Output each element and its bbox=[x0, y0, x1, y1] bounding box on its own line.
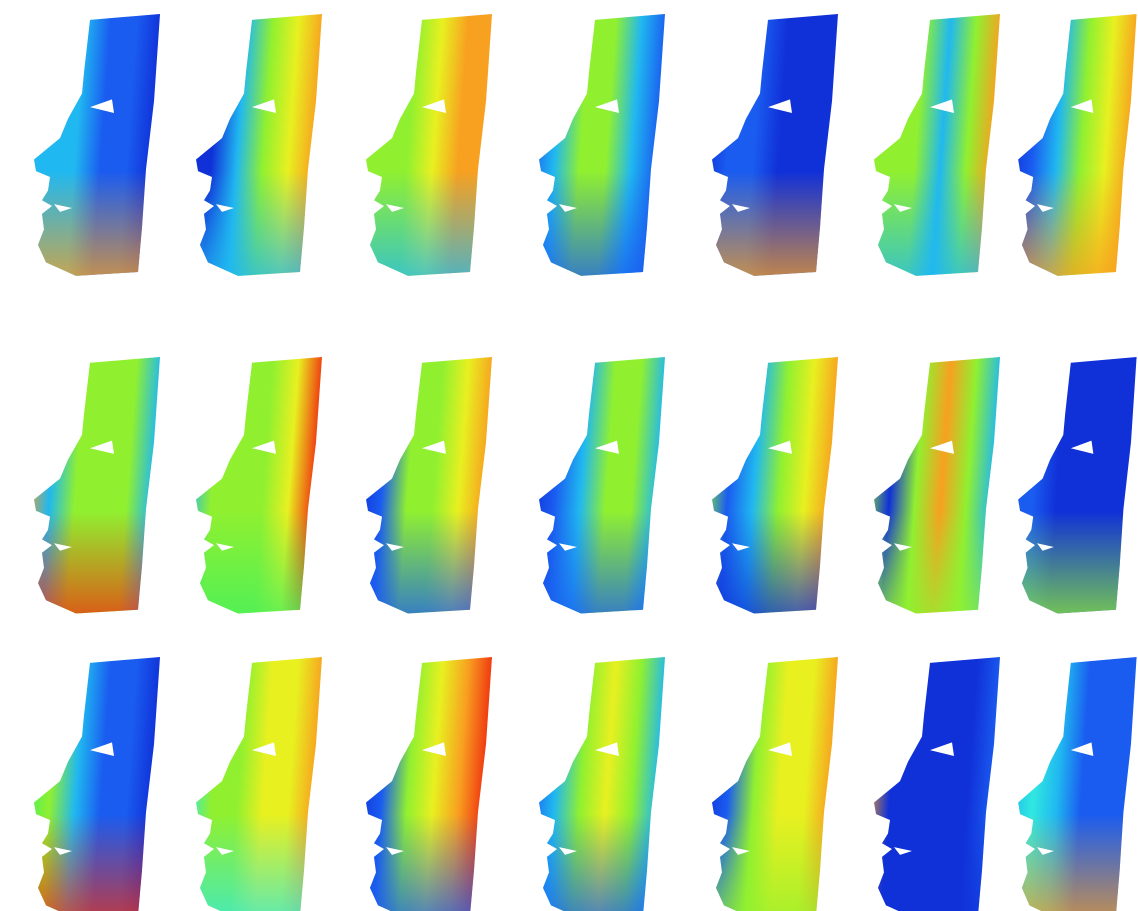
mouth-hole bbox=[1036, 204, 1054, 212]
face-heatmap bbox=[539, 657, 665, 911]
face-shading bbox=[34, 14, 160, 276]
eye-hole bbox=[768, 742, 792, 756]
face-shading bbox=[196, 357, 322, 614]
mouth-hole bbox=[386, 847, 404, 855]
face-shading bbox=[539, 357, 665, 614]
eye-hole bbox=[422, 99, 446, 113]
mouth-hole bbox=[386, 204, 404, 212]
face-heatmap bbox=[1018, 657, 1137, 911]
face-heatmap bbox=[366, 657, 492, 911]
eye-hole bbox=[90, 99, 114, 113]
eye-hole bbox=[1070, 99, 1094, 113]
eye-hole bbox=[252, 99, 276, 113]
face-heatmap bbox=[196, 14, 322, 276]
face-shading bbox=[1018, 357, 1137, 614]
face-shading bbox=[874, 14, 1000, 276]
face-shading bbox=[539, 657, 665, 911]
face-heatmap bbox=[196, 357, 322, 614]
face-heatmap bbox=[34, 14, 160, 276]
eye-hole bbox=[930, 440, 954, 454]
eye-hole bbox=[595, 440, 619, 454]
face-shading bbox=[34, 657, 160, 911]
face-shading bbox=[712, 14, 838, 276]
eye-hole bbox=[930, 99, 954, 113]
face-heatmap bbox=[874, 357, 1000, 614]
face-heatmap bbox=[196, 657, 322, 911]
face-heatmap bbox=[1018, 14, 1137, 276]
face-heatmap bbox=[34, 657, 160, 911]
mouth-hole bbox=[1036, 847, 1054, 855]
eye-hole bbox=[90, 440, 114, 454]
eye-hole bbox=[1070, 440, 1094, 454]
face-shading bbox=[539, 14, 665, 276]
face-shading bbox=[712, 357, 838, 614]
mouth-hole bbox=[54, 204, 72, 212]
face-heatmap bbox=[366, 14, 492, 276]
face-shading bbox=[196, 14, 322, 276]
mouth-hole bbox=[216, 204, 234, 212]
face-heatmap bbox=[874, 657, 1000, 911]
face-shading bbox=[366, 657, 492, 911]
eye-hole bbox=[252, 440, 276, 454]
mouth-hole bbox=[894, 847, 912, 855]
face-shading bbox=[1018, 14, 1137, 276]
face-heatmap bbox=[1018, 357, 1137, 614]
eye-hole bbox=[252, 742, 276, 756]
mouth-hole bbox=[894, 204, 912, 212]
eye-hole bbox=[1070, 742, 1094, 756]
eye-hole bbox=[595, 99, 619, 113]
face-heatmap bbox=[874, 14, 1000, 276]
face-shading bbox=[712, 657, 838, 911]
face-heatmap bbox=[539, 357, 665, 614]
eye-hole bbox=[768, 99, 792, 113]
eye-hole bbox=[422, 742, 446, 756]
face-shading bbox=[34, 357, 160, 614]
eye-hole bbox=[90, 742, 114, 756]
face-shading bbox=[874, 657, 1000, 911]
mouth-hole bbox=[1036, 543, 1054, 551]
face-shading bbox=[196, 657, 322, 911]
mouth-hole bbox=[216, 847, 234, 855]
eye-hole bbox=[768, 440, 792, 454]
eye-hole bbox=[930, 742, 954, 756]
face-shading bbox=[1018, 657, 1137, 911]
mouth-hole bbox=[732, 847, 750, 855]
face-heatmap bbox=[712, 357, 838, 614]
face-heatmap bbox=[712, 657, 838, 911]
face-heatmap bbox=[34, 357, 160, 614]
mouth-hole bbox=[559, 204, 577, 212]
mouth-hole bbox=[559, 847, 577, 855]
face-shading bbox=[366, 14, 492, 276]
face-heatmap bbox=[366, 357, 492, 614]
face-shading bbox=[366, 357, 492, 614]
eye-hole bbox=[595, 742, 619, 756]
mouth-hole bbox=[54, 847, 72, 855]
face-heatmap bbox=[712, 14, 838, 276]
face-shading bbox=[874, 357, 1000, 614]
eye-hole bbox=[422, 440, 446, 454]
face-heatmap bbox=[539, 14, 665, 276]
mouth-hole bbox=[732, 204, 750, 212]
